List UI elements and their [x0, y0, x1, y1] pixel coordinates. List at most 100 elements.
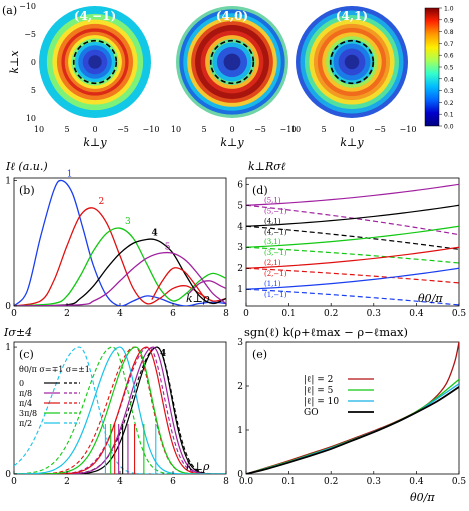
map-tick-label: −10 [143, 125, 160, 134]
series-label: 1 [67, 170, 73, 180]
map-dashed-circle [209, 39, 255, 85]
legend-label: |ℓ| = 10 [304, 397, 339, 407]
x-tick-label: 2 [64, 477, 70, 487]
x-tick-label: 6 [170, 309, 176, 319]
x-tick-label: 8 [223, 477, 229, 487]
series-line-(5,1) [246, 183, 459, 206]
series-line-5 [14, 251, 226, 306]
top-panel: (a) (4,−1)10 5 0 −5 −10k⊥y(4,0)10 5 0 −5 −10k⊥y(… [2, 2, 454, 149]
panel-b-xlabel: k⊥ρ [186, 292, 210, 305]
series-line-(1,−1) [246, 288, 459, 306]
series-label: (4,−1) [264, 228, 287, 236]
series-label: (2,1) [264, 259, 281, 267]
series-line [246, 383, 459, 474]
panel-d-label: (d) [252, 184, 268, 197]
x-tick-label: 2 [64, 309, 70, 319]
x-tick-label: 0.1 [281, 309, 295, 319]
series-line-1 [14, 179, 226, 306]
series-line-(3,−1) [246, 246, 459, 264]
legend-title: θ0/π σ=∓1 σ=±1 [19, 365, 90, 374]
intensity-map-3: (4,1) 10 5 0 −5 −10 k⊥y [291, 6, 417, 149]
panel-e-xlabel: θ0/π [410, 491, 435, 504]
series-dashed-line [14, 346, 226, 474]
series-label: 5 [165, 242, 171, 252]
legend-item-label: 3π/8 [19, 409, 37, 418]
panel-b-frame [13, 177, 227, 307]
panel-c-legend: θ0/π σ=∓1 σ=±1 0π/8π/43π/8π/2 [19, 365, 90, 428]
map-ytick-label: −5 [24, 30, 36, 39]
series-line-tail-red [151, 267, 206, 301]
series-label: (3,1) [264, 238, 281, 246]
map-tick-label: 5 [64, 125, 69, 134]
map-ring [88, 55, 102, 69]
y-tick-label: 5 [237, 201, 243, 211]
map-dashed-circle [329, 39, 375, 85]
map-xlabel: k⊥y [340, 136, 364, 149]
x-tick-label: 0.0 [239, 477, 254, 487]
panel-c-ylabel: Iσ±4 [3, 326, 32, 339]
map-tick-label: −5 [117, 125, 129, 134]
series-label: (5,1) [264, 196, 281, 204]
colorbar-bar [424, 7, 440, 127]
map-xlabel: k⊥y [83, 136, 107, 149]
panel-a-label: (a) [2, 4, 17, 17]
map-dashed-circle [72, 39, 118, 85]
series-line-(1,1) [246, 267, 459, 290]
map-tick-label: 10 [291, 125, 301, 134]
series-line [246, 378, 459, 474]
y-tick-label: 1 [5, 177, 11, 187]
map-tick-label: 0 [92, 125, 97, 134]
panel-d-ylabel: k⊥Rσℓ [248, 160, 286, 173]
x-tick-label: 0.1 [281, 477, 295, 487]
panel-b-ylabel: Iℓ (a.u.) [5, 160, 48, 173]
x-tick-label: 0.3 [367, 309, 382, 319]
map-ytick-label: 10 [26, 114, 36, 123]
panel-d-bottom-caption: sgn(ℓ) k(ρ+ℓmax − ρ−ℓmax) [244, 325, 408, 339]
x-tick-label: 0.5 [452, 309, 467, 319]
y-tick-label: 2 [237, 382, 243, 392]
y-tick-label: 0 [5, 470, 11, 480]
panel-d-xlabel: θ0/π [418, 292, 443, 305]
map-tick-label: 0 [229, 125, 234, 134]
series-label: (1,1) [264, 280, 281, 288]
x-tick-label: 0 [11, 477, 17, 487]
y-tick-label: 1 [5, 343, 11, 353]
series-line-(4,1) [246, 204, 459, 227]
colorbar-tick-label: 0.9 [444, 17, 454, 24]
panel-b-label: (b) [19, 184, 35, 197]
series-label: (2,−1) [264, 270, 287, 278]
x-tick-label: 0.3 [367, 477, 382, 487]
series-label: 3 [125, 217, 131, 227]
panel-d-frame [245, 177, 460, 307]
intensity-map-1: (4,−1) 10 5 0 −5 −10 k⊥y [34, 6, 160, 149]
legend-item-label: π/2 [19, 419, 32, 428]
y-tick-label: 3 [237, 243, 243, 253]
map-tick-label: 5 [321, 125, 326, 134]
colorbar-tick-label: 0.7 [444, 41, 454, 48]
legend-item-label: 0 [19, 379, 24, 388]
panel-e-label: (e) [252, 348, 267, 361]
series-line-4 [14, 238, 226, 306]
map-tick-label: 10 [171, 125, 181, 134]
x-tick-label: 0.2 [324, 477, 338, 487]
series-line-(2,−1) [246, 267, 459, 284]
map-tick-label: −10 [400, 125, 417, 134]
series-line-(3,1) [246, 225, 459, 248]
map-ytick-label: 0 [31, 58, 36, 67]
series-line-(2,1) [246, 246, 459, 269]
legend-label: |ℓ| = 2 [304, 375, 333, 385]
intensity-map-2: (4,0) 10 5 0 −5 −10 k⊥y [171, 6, 296, 149]
legend-item-label: π/8 [19, 389, 32, 398]
colorbar-tick-label: 0.4 [444, 76, 454, 83]
legend-label: GO [304, 408, 319, 418]
colorbar-tick-label: 0.2 [444, 100, 454, 107]
y-tick-label: 0 [5, 302, 11, 312]
x-tick-label: 0.4 [409, 309, 424, 319]
map-y-axis: k⊥x −10 −5 0 5 10 [8, 2, 36, 123]
series-label: (3,−1) [264, 249, 287, 257]
y-tick-label: 3 [237, 338, 243, 348]
y-tick-label: 0 [237, 470, 243, 480]
